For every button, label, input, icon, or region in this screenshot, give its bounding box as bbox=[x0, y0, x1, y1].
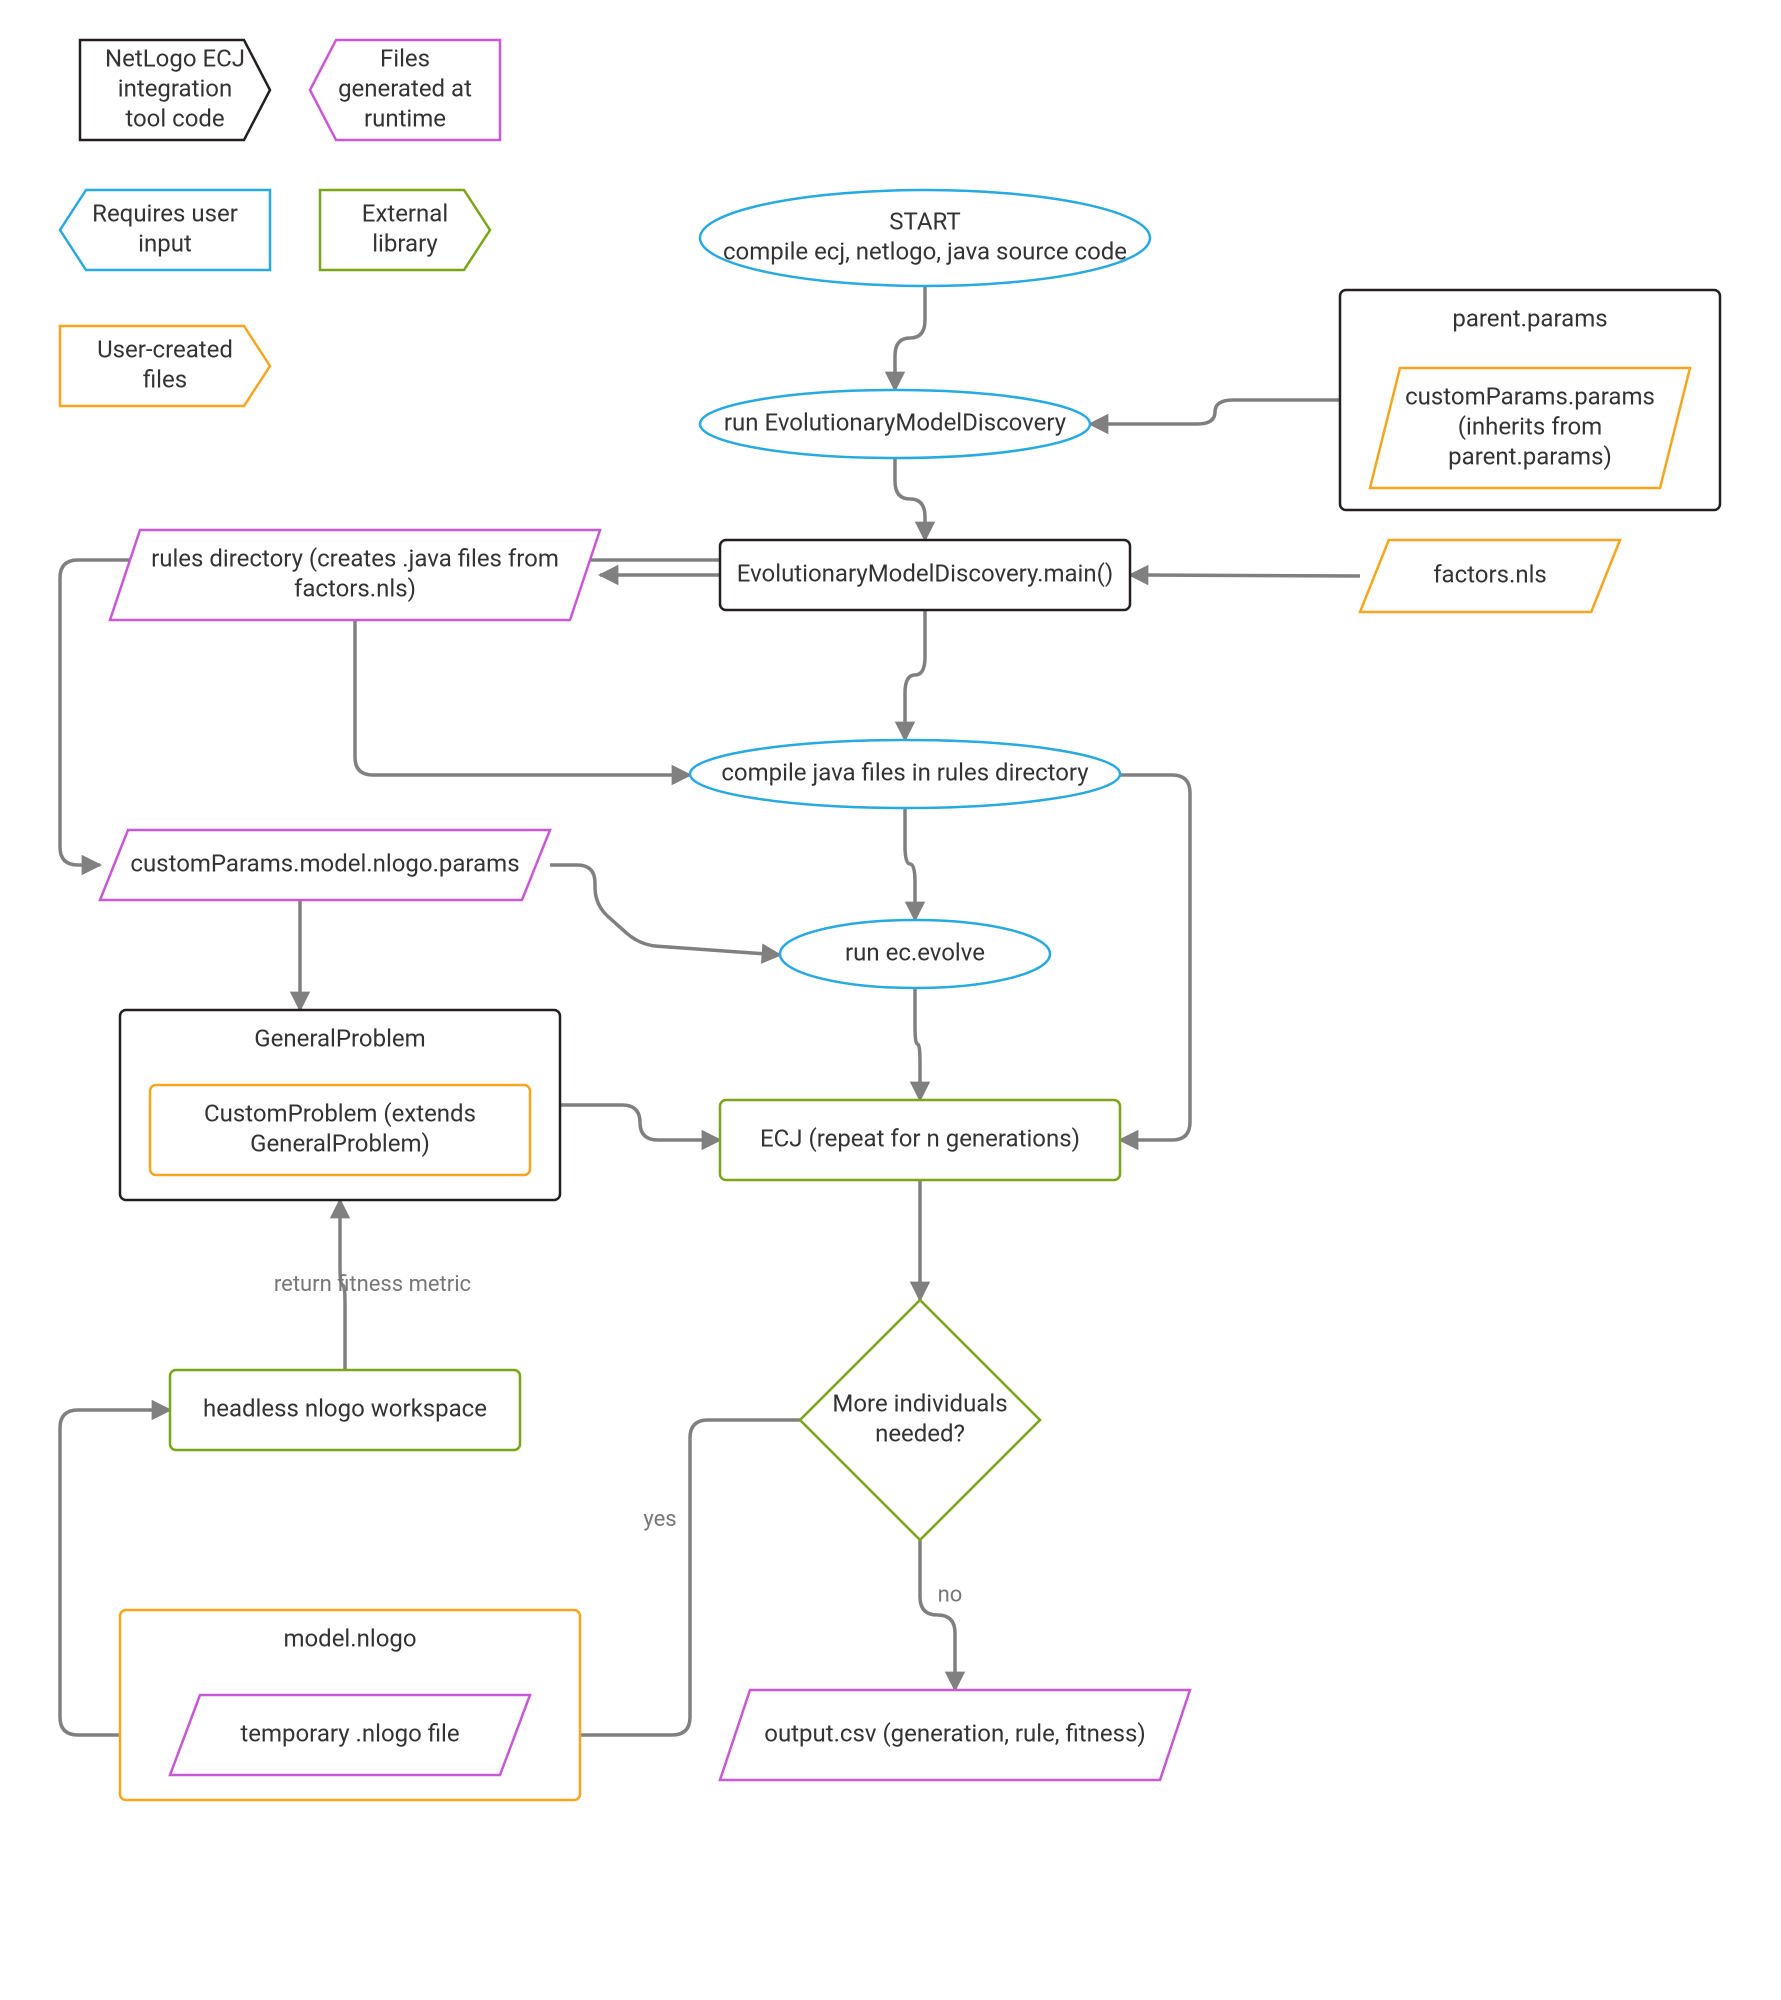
edge bbox=[1130, 575, 1360, 576]
svg-text:GeneralProblem: GeneralProblem bbox=[254, 1024, 425, 1052]
svg-text:generated at: generated at bbox=[338, 74, 472, 102]
svg-text:Files: Files bbox=[380, 44, 430, 72]
svg-text:return fitness metric: return fitness metric bbox=[274, 1272, 471, 1297]
edge bbox=[915, 988, 920, 1100]
svg-text:compile ecj, netlogo, java sou: compile ecj, netlogo, java source code bbox=[723, 237, 1127, 265]
edge bbox=[905, 610, 925, 740]
edge bbox=[560, 1105, 720, 1140]
svg-text:START: START bbox=[889, 207, 960, 235]
svg-text:needed?: needed? bbox=[875, 1419, 965, 1447]
svg-text:External: External bbox=[362, 199, 448, 227]
svg-text:CustomProblem (extends: CustomProblem (extends bbox=[204, 1099, 476, 1127]
svg-text:input: input bbox=[138, 229, 192, 257]
svg-text:Requires user: Requires user bbox=[92, 199, 238, 227]
svg-text:parent.params: parent.params bbox=[1452, 304, 1607, 332]
edge bbox=[895, 286, 925, 390]
svg-text:rules directory (creates .java: rules directory (creates .java files fro… bbox=[151, 544, 559, 572]
svg-text:customParams.model.nlogo.param: customParams.model.nlogo.params bbox=[130, 849, 519, 877]
svg-text:parent.params): parent.params) bbox=[1448, 442, 1612, 470]
svg-text:model.nlogo: model.nlogo bbox=[283, 1624, 416, 1652]
edge bbox=[905, 808, 915, 920]
edge bbox=[895, 458, 925, 540]
svg-text:tool code: tool code bbox=[125, 104, 224, 132]
svg-text:User-created: User-created bbox=[97, 335, 233, 363]
svg-text:EvolutionaryModelDiscovery.mai: EvolutionaryModelDiscovery.main() bbox=[737, 559, 1113, 587]
svg-text:factors.nls): factors.nls) bbox=[294, 574, 416, 602]
svg-text:customParams.params: customParams.params bbox=[1405, 382, 1655, 410]
svg-text:library: library bbox=[372, 229, 438, 257]
svg-text:no: no bbox=[938, 1582, 963, 1607]
svg-text:integration: integration bbox=[118, 74, 233, 102]
edge bbox=[1090, 400, 1340, 424]
edge bbox=[1120, 775, 1190, 1140]
svg-text:(inherits from: (inherits from bbox=[1458, 412, 1602, 440]
svg-text:run ec.evolve: run ec.evolve bbox=[845, 938, 985, 966]
edge bbox=[920, 1540, 955, 1690]
svg-text:headless nlogo workspace: headless nlogo workspace bbox=[203, 1394, 487, 1422]
edge bbox=[355, 620, 690, 775]
edge bbox=[550, 865, 780, 955]
svg-text:More individuals: More individuals bbox=[832, 1389, 1007, 1417]
svg-text:yes: yes bbox=[643, 1507, 676, 1532]
svg-text:ECJ (repeat for n generations): ECJ (repeat for n generations) bbox=[760, 1124, 1080, 1152]
svg-text:factors.nls: factors.nls bbox=[1433, 560, 1547, 588]
svg-text:temporary .nlogo file: temporary .nlogo file bbox=[240, 1719, 459, 1747]
svg-text:GeneralProblem): GeneralProblem) bbox=[250, 1129, 430, 1157]
svg-text:NetLogo ECJ: NetLogo ECJ bbox=[105, 44, 245, 72]
svg-text:run EvolutionaryModelDiscovery: run EvolutionaryModelDiscovery bbox=[724, 408, 1067, 436]
svg-text:output.csv (generation, rule,: output.csv (generation, rule, fitness) bbox=[764, 1719, 1145, 1747]
svg-text:files: files bbox=[143, 365, 187, 393]
svg-text:compile java files in rules di: compile java files in rules directory bbox=[721, 758, 1089, 786]
svg-text:runtime: runtime bbox=[364, 104, 446, 132]
